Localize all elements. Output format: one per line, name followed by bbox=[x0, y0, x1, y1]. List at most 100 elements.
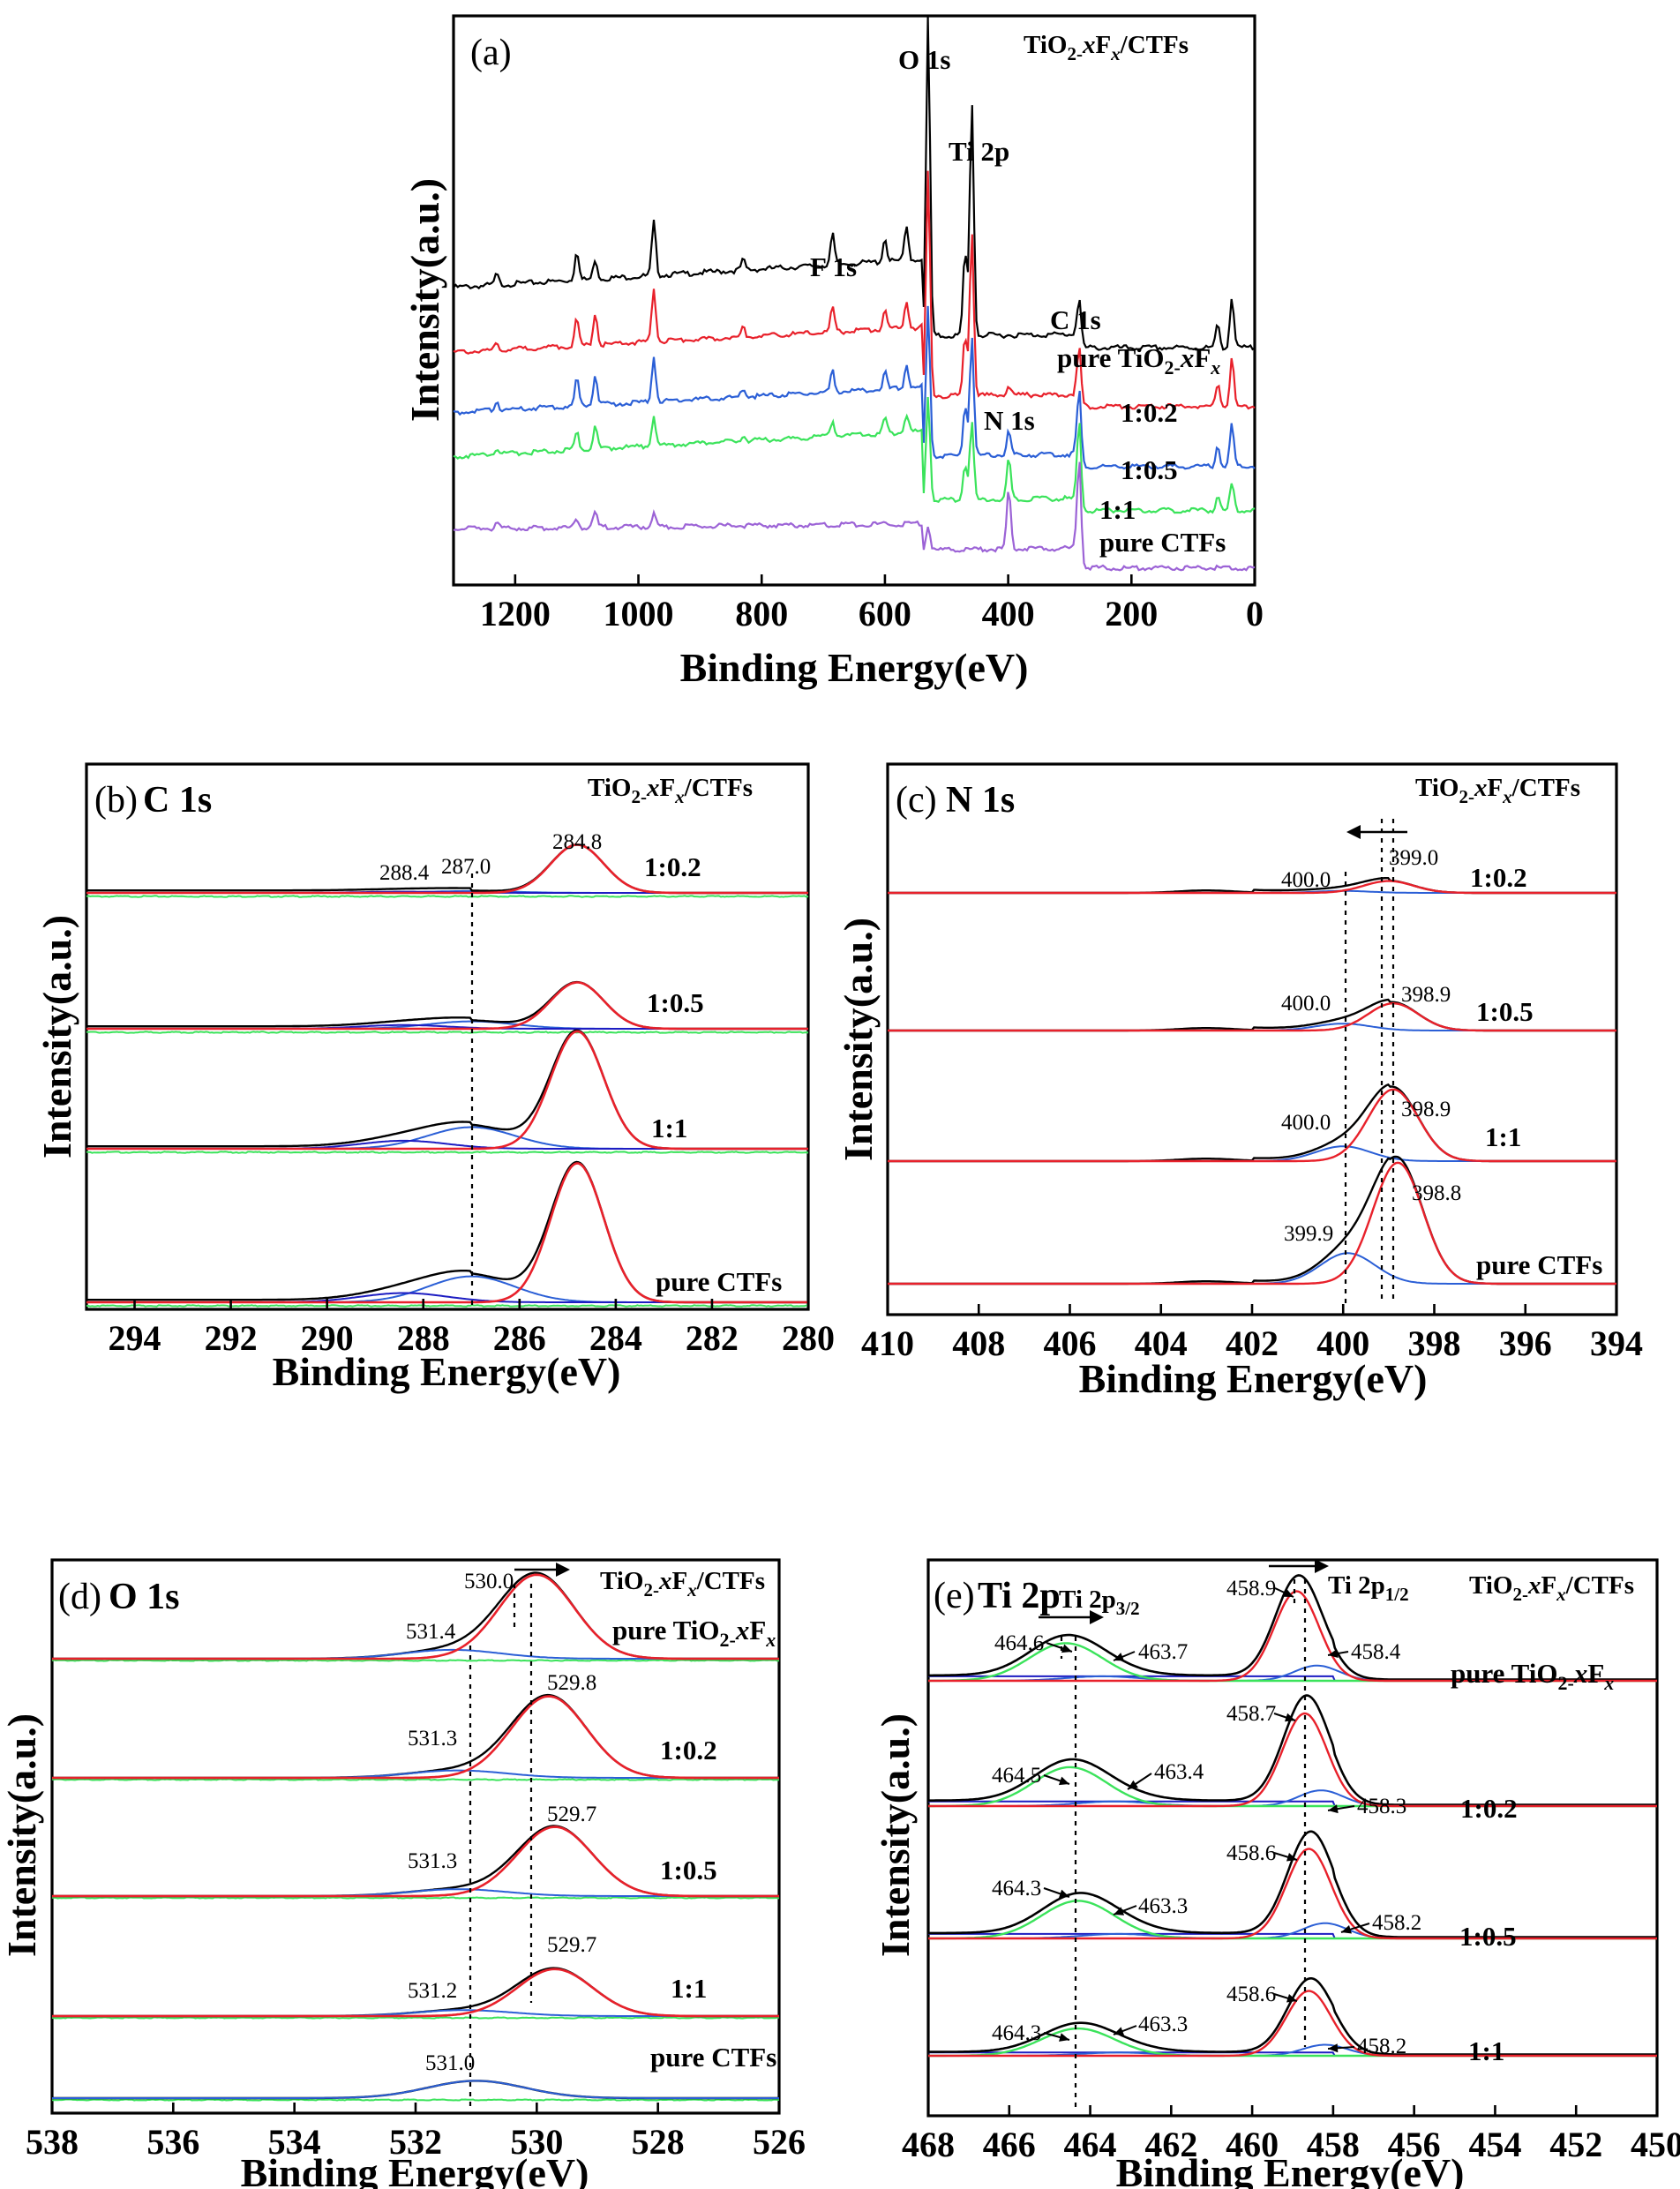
x-tick-label: 530 bbox=[510, 2122, 563, 2162]
o1s-baseline-2 bbox=[51, 1896, 780, 1900]
panel-b-series-1-0.2: 1:0.2 bbox=[644, 851, 701, 882]
peak-label-f1s: F 1s bbox=[810, 251, 857, 282]
x-tick-label: 1000 bbox=[604, 594, 674, 633]
panel-c-curves bbox=[888, 877, 1616, 1286]
ti2p-fit-32-3 bbox=[928, 1990, 1657, 2058]
n1s-fit-399-2 bbox=[888, 1088, 1616, 1163]
label-arrow-head bbox=[1061, 1644, 1072, 1653]
x-tick-label: 398 bbox=[1408, 1323, 1461, 1363]
o1s-fit-530-2 bbox=[52, 1825, 779, 1898]
panel-a-ylabel: Intensity(a.u.) bbox=[402, 178, 447, 422]
panel-d-peak-530-0: 530.0 bbox=[464, 1570, 514, 1593]
label-arrow-head bbox=[1328, 1804, 1339, 1814]
panel-b-series-1-1: 1:1 bbox=[651, 1113, 687, 1143]
series-label-pure-ctfs: pure CTFs bbox=[1099, 527, 1226, 558]
panel-e-frame bbox=[926, 1558, 1659, 2118]
x-tick-label: 450 bbox=[1631, 2125, 1680, 2164]
panel-e-arrow-head-2 bbox=[1315, 1559, 1329, 1573]
x-tick-label: 282 bbox=[686, 1318, 739, 1358]
panel-d-series-1-0.2: 1:0.2 bbox=[660, 1735, 717, 1765]
panel-a-label: (a) bbox=[470, 33, 512, 73]
label-arrow-head bbox=[1114, 2027, 1125, 2035]
ti2p-fit-32-2 bbox=[928, 1848, 1657, 1940]
panel-e-s1-l3: 458.3 bbox=[1357, 1795, 1406, 1818]
panel-d-ylabel: Intensity(a.u.) bbox=[0, 1713, 44, 1957]
peak-label-c1s: C 1s bbox=[1050, 304, 1101, 335]
panel-d-peak-531-3a: 531.3 bbox=[408, 1727, 457, 1750]
x-tick-label: 0 bbox=[1246, 594, 1264, 633]
panel-a: 1200 1000 800 600 400 200 0 (a) TiO2-xFx/CTFs … bbox=[402, 14, 1264, 690]
label-arrow-head bbox=[1282, 1588, 1294, 1597]
panel-e-s2-l1: 463.3 bbox=[1138, 1894, 1188, 1918]
panel-d-series-pure-ctfs: pure CTFs bbox=[650, 2042, 776, 2073]
o1s-fit-530-1 bbox=[52, 1695, 779, 1780]
x-tick-label: 464 bbox=[1064, 2125, 1117, 2164]
x-tick-label: 288 bbox=[397, 1318, 450, 1358]
panel-e-s2-l0: 464.3 bbox=[992, 1877, 1041, 1900]
x-tick-label: 454 bbox=[1468, 2125, 1521, 2164]
panel-c-peak-pure-a: 399.9 bbox=[1284, 1222, 1333, 1246]
x-tick-label: 600 bbox=[859, 594, 911, 633]
panel-b: 294 292 290 288 286 284 282 280 (b) C 1s TiO2-x… bbox=[34, 762, 835, 1394]
panel-e-label: (e) bbox=[934, 1576, 975, 1616]
panel-a-curves bbox=[453, 17, 1256, 572]
o1s-fit-530-3 bbox=[52, 1968, 779, 2018]
panel-d-title: TiO2-xFx/CTFs bbox=[600, 1567, 765, 1601]
o1s-baseline-3 bbox=[51, 2016, 780, 2020]
panel-e: 468 466 464 462 460 458 456 454 452 450 (e) Ti 2p… bbox=[873, 1558, 1680, 2189]
panel-a-xlabel: Binding Energy(eV) bbox=[680, 645, 1029, 690]
panel-e-curves bbox=[928, 1574, 1657, 2058]
panel-b-label: (b) bbox=[94, 780, 138, 821]
panel-d-series-1-0.5: 1:0.5 bbox=[660, 1855, 717, 1885]
peak-label-o1s: O 1s bbox=[898, 44, 950, 75]
label-arrow-head bbox=[1328, 2043, 1339, 2053]
c1s-fit-284-2 bbox=[86, 1030, 808, 1151]
label-arrow-head bbox=[1059, 2033, 1069, 2042]
panel-d-arrow-head bbox=[556, 1563, 570, 1577]
series-label-pure-tio2: pure TiO2-xFx bbox=[1057, 342, 1220, 379]
panel-c-peak-1-0.5-a: 400.0 bbox=[1281, 992, 1331, 1016]
panel-d-xlabel: Binding Energy(eV) bbox=[241, 2150, 589, 2189]
x-tick-label: 526 bbox=[753, 2122, 806, 2162]
panel-d-x-axis: 538 536 534 532 530 528 526 bbox=[26, 2103, 806, 2162]
x-tick-label: 468 bbox=[902, 2125, 955, 2164]
label-arrow-head bbox=[1328, 1649, 1339, 1659]
x-tick-label: 200 bbox=[1105, 594, 1158, 633]
panel-d-series-1-1: 1:1 bbox=[671, 1973, 707, 2004]
n1s-fit-399-0 bbox=[888, 880, 1616, 895]
panel-c-frame bbox=[886, 762, 1618, 1316]
panel-c: 410 408 406 404 402 400 398 396 394 (c) N 1s TiO… bbox=[836, 762, 1643, 1401]
x-tick-label: 290 bbox=[301, 1318, 354, 1358]
panel-e-xlabel: Binding Energy(eV) bbox=[1116, 2150, 1465, 2189]
panel-e-s0-l0: 464.6 bbox=[994, 1631, 1044, 1655]
label-arrow-head bbox=[1114, 1907, 1125, 1915]
x-tick-label: 286 bbox=[493, 1318, 546, 1358]
label-arrow-head bbox=[1341, 1924, 1352, 1934]
panel-a-title: TiO2-xFx/CTFs bbox=[1024, 31, 1189, 64]
x-tick-label: 294 bbox=[109, 1318, 161, 1358]
c1s-baseline-1 bbox=[86, 1031, 809, 1034]
panel-b-series-1-0.5: 1:0.5 bbox=[647, 987, 704, 1018]
panel-d-peak-529-7a: 529.7 bbox=[547, 1803, 596, 1826]
x-tick-label: 396 bbox=[1499, 1323, 1552, 1363]
series-label-1-1: 1:1 bbox=[1099, 494, 1136, 525]
peak-label-ti2p: Ti 2p bbox=[949, 136, 1009, 167]
panel-b-peak-284-8: 284.8 bbox=[552, 830, 602, 854]
panel-c-series-pure-ctfs: pure CTFs bbox=[1476, 1249, 1602, 1280]
panel-c-element: N 1s bbox=[946, 780, 1015, 821]
x-tick-label: 536 bbox=[146, 2122, 199, 2162]
panel-e-series-1-0.5: 1:0.5 bbox=[1459, 1921, 1517, 1952]
panel-e-s0-l2: 458.9 bbox=[1226, 1577, 1276, 1601]
panel-b-element: C 1s bbox=[143, 780, 212, 821]
panel-e-s3-l0: 464.3 bbox=[992, 2021, 1041, 2045]
o1s-baseline-4 bbox=[51, 2098, 779, 2102]
panel-d-peak-531-2: 531.2 bbox=[408, 1979, 457, 2003]
panel-e-s1-l1: 463.4 bbox=[1154, 1760, 1204, 1784]
panel-e-series-1-0.2: 1:0.2 bbox=[1460, 1793, 1518, 1824]
panel-c-series-1-1: 1:1 bbox=[1485, 1121, 1521, 1152]
ti2p-fit-32-1 bbox=[928, 1712, 1657, 1808]
label-arrow-head bbox=[1128, 1780, 1138, 1789]
n1s-fit-399-3 bbox=[888, 1161, 1616, 1286]
panel-a-frame bbox=[452, 14, 1256, 587]
panel-c-peak-1-0.5-b: 398.9 bbox=[1401, 983, 1451, 1007]
